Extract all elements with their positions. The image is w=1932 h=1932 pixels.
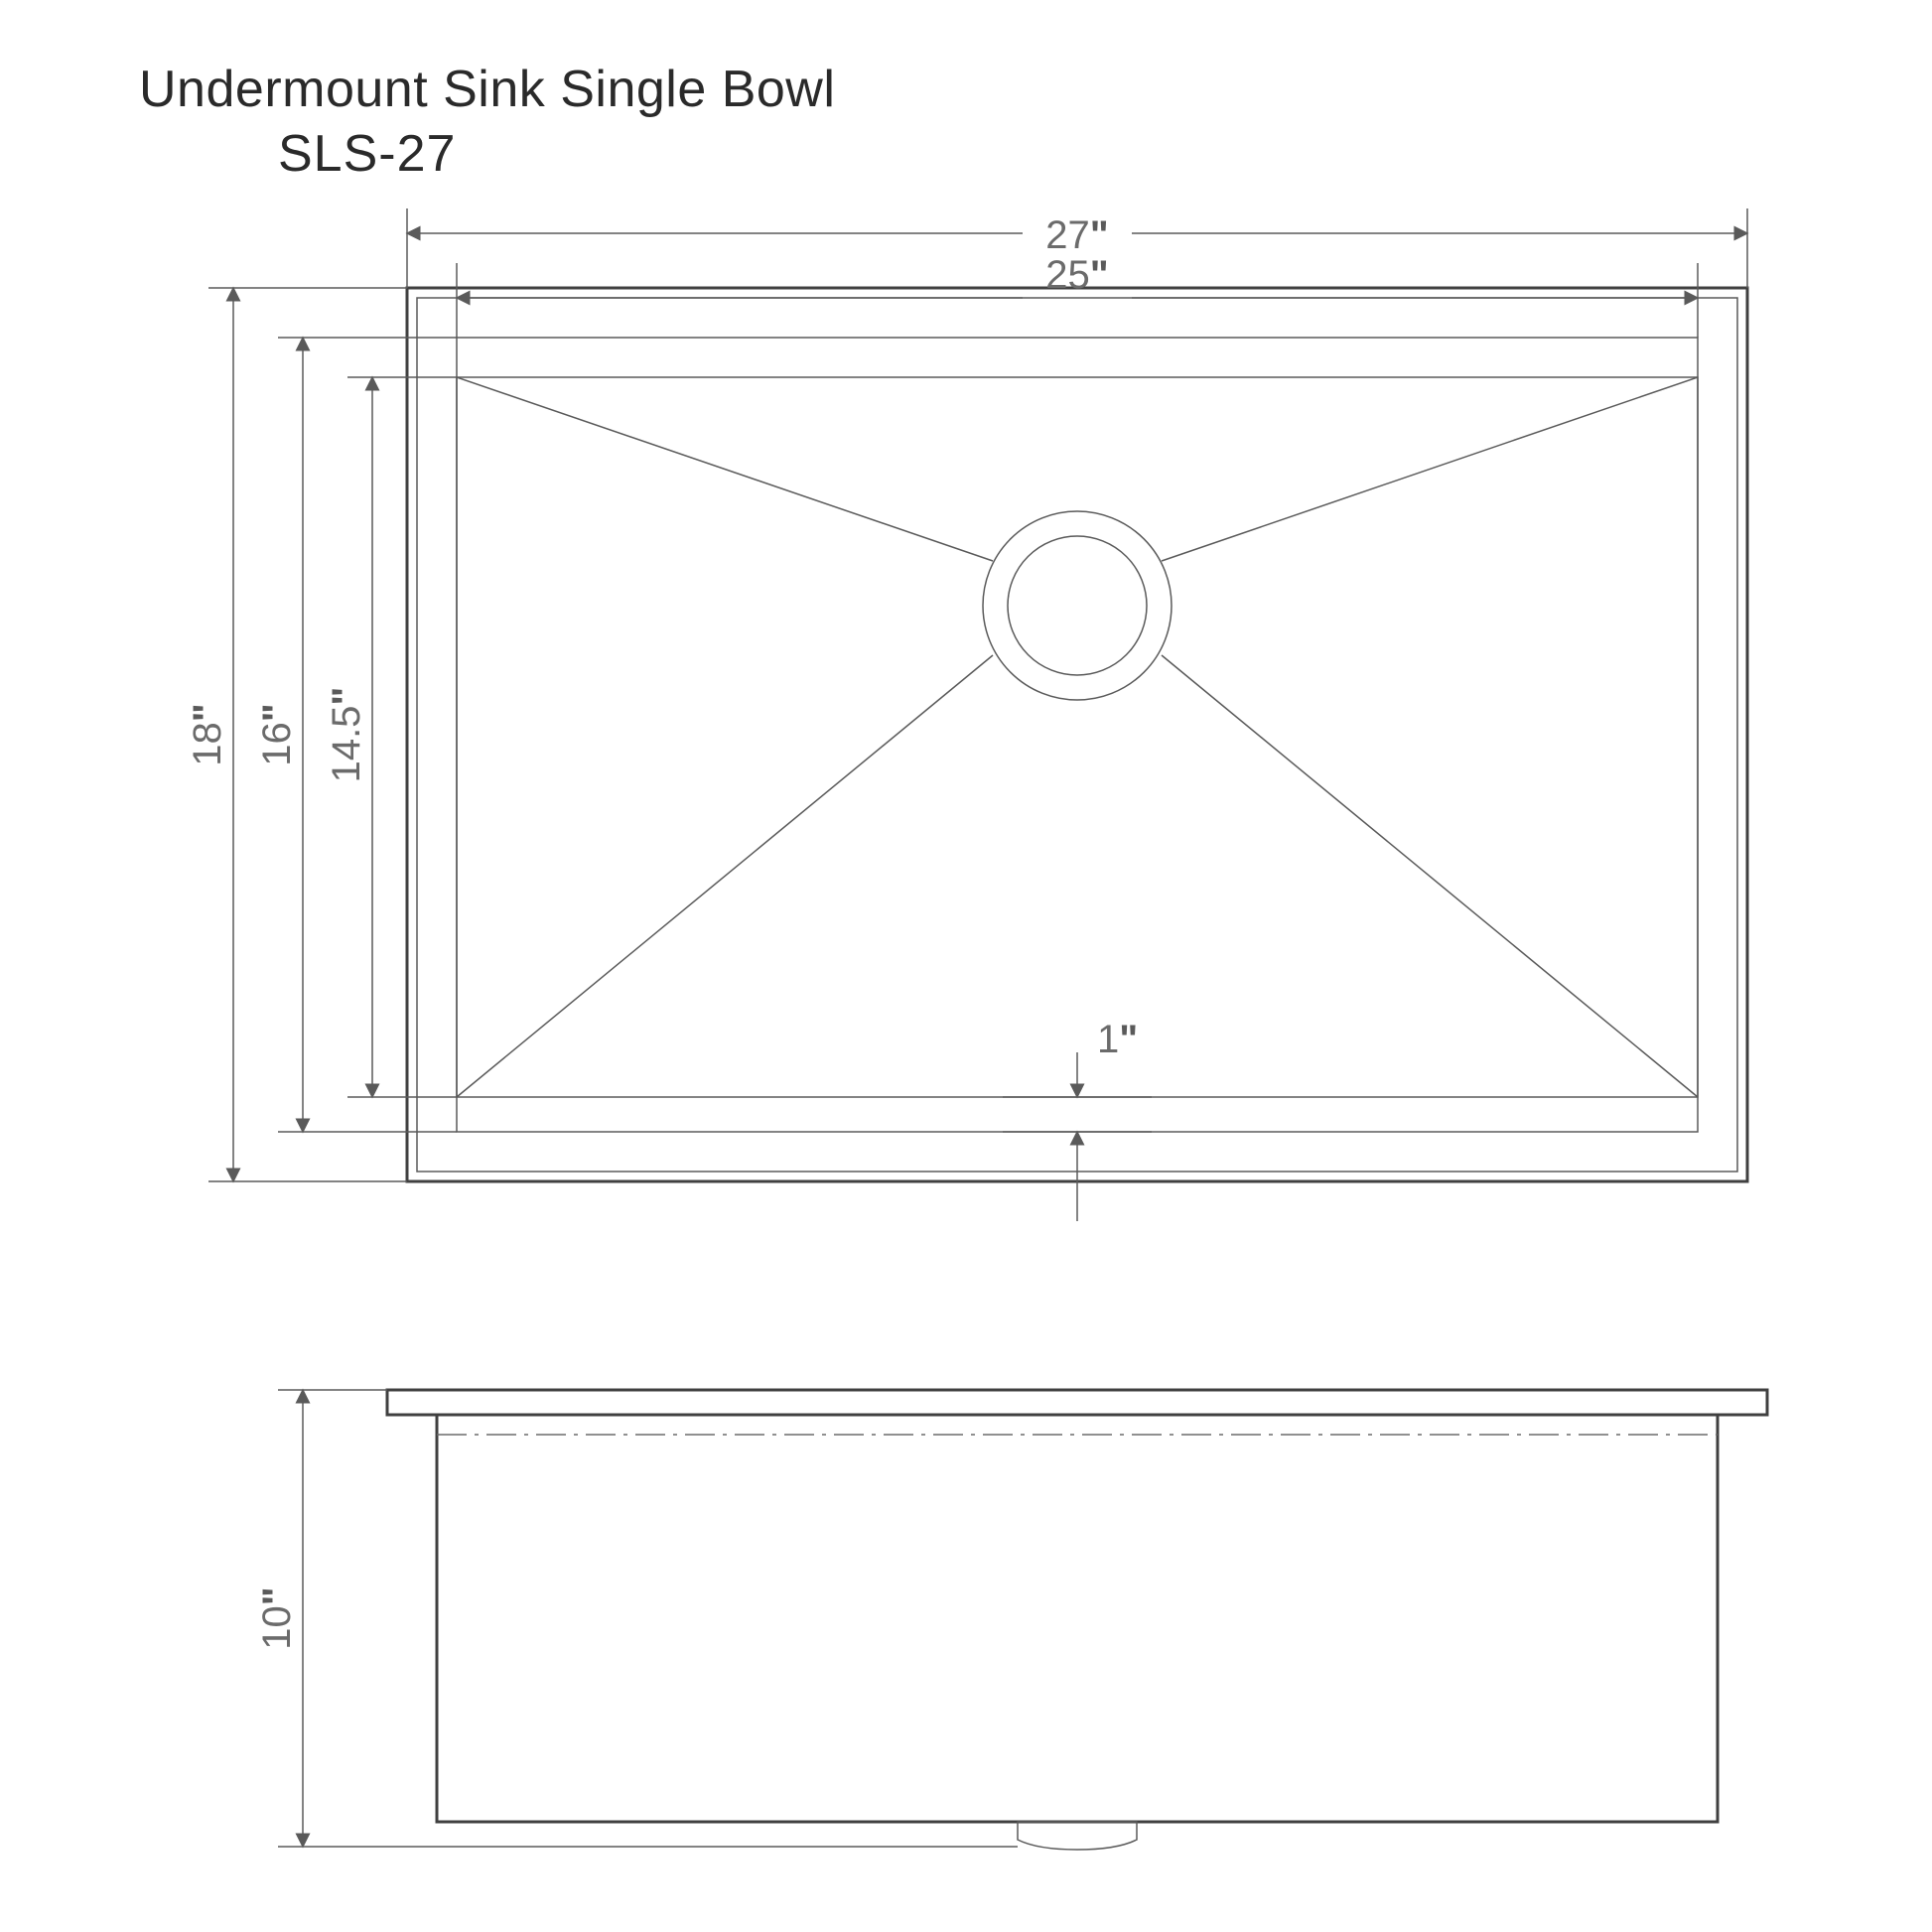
dim-1-val: 1 [1097, 1018, 1119, 1061]
svg-text:14.5": 14.5" [325, 687, 368, 783]
dim-16-val: 16 [255, 722, 299, 766]
dim-18-val: 18 [186, 722, 229, 766]
dim-gap-1: 1" [1003, 1018, 1152, 1221]
product-model: SLS-27 [278, 124, 456, 184]
dim-25-val: 25 [1045, 253, 1090, 297]
dim-height-10: 10" [255, 1390, 303, 1847]
dim-width-25: 25" [457, 253, 1698, 298]
dim-depth-18: 18" [186, 288, 233, 1181]
dim-10-val: 10 [255, 1605, 299, 1650]
product-title: Undermount Sink Single Bowl [139, 60, 835, 119]
top-view: 27" 25" 18" 16" [186, 208, 1747, 1221]
drawing-svg: 27" 25" 18" 16" [0, 0, 1932, 1932]
svg-text:16": 16" [255, 703, 299, 765]
dim-width-27: 27" [407, 213, 1747, 257]
dim-depth-16: 16" [255, 338, 303, 1132]
svg-text:25": 25" [1045, 253, 1108, 297]
dim-depth-14-5: 14.5" [325, 377, 372, 1097]
dim-145-val: 14.5 [325, 706, 368, 783]
svg-text:1": 1" [1097, 1018, 1138, 1061]
dim-27-val: 27 [1045, 213, 1090, 257]
svg-text:10": 10" [255, 1587, 299, 1649]
front-view: 10" [255, 1390, 1767, 1850]
svg-text:27": 27" [1045, 213, 1108, 257]
svg-text:18": 18" [186, 703, 229, 765]
drawing-page: Undermount Sink Single Bowl SLS-27 [0, 0, 1932, 1932]
